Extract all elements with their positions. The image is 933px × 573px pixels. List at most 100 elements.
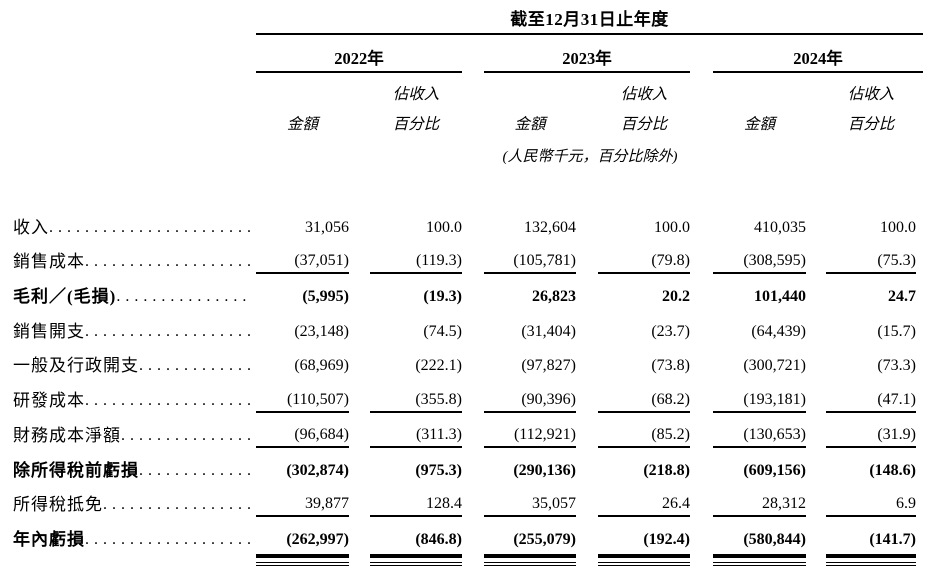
leader-dots: ...................	[85, 530, 256, 548]
cell-2023-pct: (79.8)	[576, 251, 690, 275]
table-row: 毛利／(毛損) ............... (5,995) (19.3) 2…	[13, 274, 916, 309]
cell-value: (300,721)	[743, 357, 806, 375]
row-label: 收入.......................	[13, 218, 256, 240]
cell-2022-amount: (37,051)	[256, 251, 349, 275]
cell-value: (96,684)	[256, 425, 349, 448]
cell-2023-pct: 20.2	[576, 287, 690, 309]
cell-2024-pct: (141.7)	[806, 530, 916, 567]
cell-value: (222.1)	[415, 357, 462, 375]
cell-value: 101,440	[754, 288, 806, 306]
year-header-2022: 2022年	[334, 49, 384, 68]
cell-value: (255,079)	[484, 530, 576, 567]
year-header-2024: 2024年	[793, 49, 843, 68]
cell-2022-pct: (74.5)	[349, 322, 462, 344]
cell-2022-pct: (119.3)	[349, 251, 462, 275]
row-label: 財務成本淨額................	[13, 426, 256, 448]
cell-value: (19.3)	[423, 288, 462, 306]
cell-value: 6.9	[826, 494, 916, 518]
row-label-text: 銷售開支	[13, 321, 85, 341]
row-label: 毛利／(毛損) ...............	[13, 287, 256, 309]
cell-value: (23,148)	[294, 322, 349, 340]
row-label: 銷售開支 ...................	[13, 322, 256, 344]
leader-dots: .......................	[49, 218, 256, 236]
cell-2023-pct: (73.8)	[576, 356, 690, 378]
row-label-text: 毛利／(毛損)	[13, 287, 117, 307]
cell-value: 24.7	[888, 288, 916, 306]
col-header-pct-line2-2022: 百分比	[392, 116, 440, 133]
cell-2022-pct: (355.8)	[349, 390, 462, 414]
cell-value: (31.9)	[826, 425, 916, 448]
table-title: 截至12月31日止年度	[510, 10, 669, 29]
table-row: 除所得稅前虧損.............. (302,874) (975.3) …	[13, 448, 916, 483]
cell-2023-pct: (85.2)	[576, 425, 690, 448]
cell-2024-amount: 28,312	[690, 494, 806, 518]
row-label: 所得稅抵免 .................	[13, 495, 256, 517]
cell-2023-amount: (31,404)	[462, 322, 576, 344]
cell-2024-amount: (130,653)	[690, 425, 806, 448]
cell-2022-pct: (975.3)	[349, 461, 462, 483]
cell-2022-pct: (19.3)	[349, 287, 462, 309]
col-header-amount-2024: 金額	[743, 116, 775, 133]
cell-2023-amount: 35,057	[462, 494, 576, 518]
table-row: 銷售開支 ................... (23,148) (74.5)…	[13, 309, 916, 344]
cell-2024-pct: 6.9	[806, 494, 916, 518]
cell-value: 26,823	[532, 288, 576, 306]
cell-2024-amount: (308,595)	[690, 251, 806, 275]
cell-value: (47.1)	[826, 390, 916, 414]
cell-value: (609,156)	[743, 461, 806, 479]
cell-2024-amount: (300,721)	[690, 356, 806, 378]
cell-value: (975.3)	[415, 461, 462, 479]
cell-value: (75.3)	[826, 251, 916, 275]
cell-value: 39,877	[256, 494, 349, 518]
leader-dots: ...................	[85, 322, 256, 340]
table-row: 所得稅抵免 ................. 39,877 128.4 35,…	[13, 483, 916, 518]
row-label-text: 收入	[13, 217, 49, 237]
leader-dots: ................	[121, 426, 256, 444]
cell-2024-amount: (580,844)	[690, 530, 806, 567]
cell-2024-pct: (148.6)	[806, 461, 916, 483]
leader-dots: .................	[103, 496, 256, 514]
row-label: 研發成本 ...................	[13, 391, 256, 413]
cell-value: (311.3)	[370, 425, 462, 448]
cell-value: (23.7)	[651, 322, 690, 340]
cell-2023-amount: (255,079)	[462, 530, 576, 567]
col-header-amount-2022: 金額	[286, 116, 318, 133]
cell-2024-amount: (193,181)	[690, 390, 806, 414]
col-header-pct-line1-2024: 佔收入	[847, 86, 895, 103]
cell-2022-amount: (96,684)	[256, 425, 349, 448]
cell-2023-amount: (90,396)	[462, 390, 576, 414]
cell-value: (302,874)	[286, 461, 349, 479]
cell-value: (31,404)	[521, 322, 576, 340]
year-header-2023: 2023年	[562, 49, 612, 68]
table-body: 收入....................... 31,056 100.0 1…	[13, 205, 916, 567]
row-label: 除所得稅前虧損..............	[13, 461, 256, 483]
table-row: 銷售成本 ................... (37,051) (119.3…	[13, 240, 916, 275]
cell-value: (130,653)	[713, 425, 806, 448]
row-label-text: 所得稅抵免	[13, 495, 103, 515]
cell-value: (73.8)	[651, 357, 690, 375]
col-header-pct-line1-2023: 佔收入	[620, 86, 668, 103]
cell-value: (73.3)	[877, 357, 916, 375]
cell-value: 26.4	[598, 494, 690, 518]
row-label: 年內虧損 ...................	[13, 530, 256, 552]
cell-value: 410,035	[754, 218, 806, 236]
cell-value: 100.0	[880, 218, 916, 236]
leader-dots: ..............	[139, 357, 256, 375]
cell-2023-pct: (68.2)	[576, 390, 690, 414]
cell-2022-pct: (222.1)	[349, 356, 462, 378]
cell-value: 31,056	[305, 218, 349, 236]
cell-value: (37,051)	[256, 251, 349, 275]
cell-2022-pct: 128.4	[349, 494, 462, 518]
cell-value: (85.2)	[598, 425, 690, 448]
cell-2023-pct: (218.8)	[576, 461, 690, 483]
cell-2022-amount: (262,997)	[256, 530, 349, 567]
cell-value: (148.6)	[869, 461, 916, 479]
table-row: 收入....................... 31,056 100.0 1…	[13, 205, 916, 240]
cell-2023-amount: 26,823	[462, 287, 576, 309]
cell-2022-amount: (68,969)	[256, 356, 349, 378]
col-header-pct-line2-2024: 百分比	[847, 116, 895, 133]
row-label-text: 財務成本淨額	[13, 425, 121, 445]
cell-value: 100.0	[426, 218, 462, 236]
cell-value: 20.2	[662, 288, 690, 306]
